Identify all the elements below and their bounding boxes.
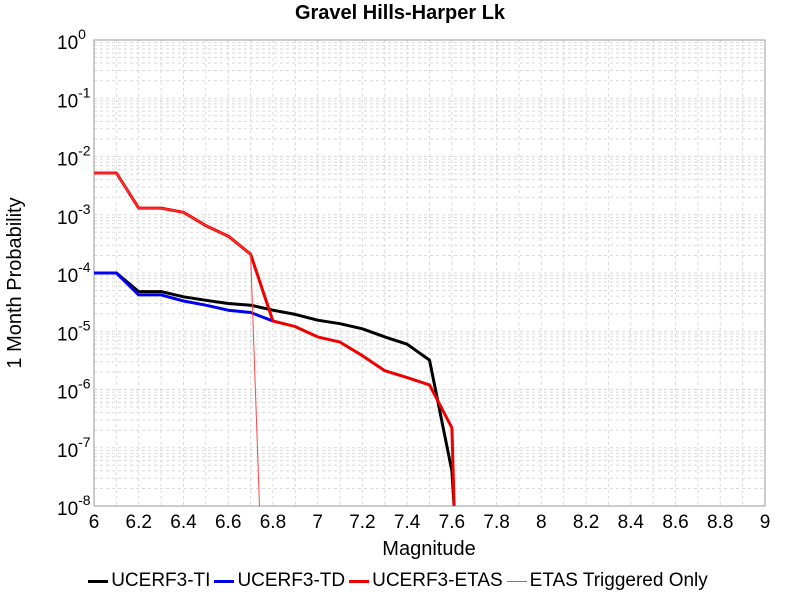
x-tick-label: 6.6 <box>215 512 241 533</box>
x-tick-label: 6.4 <box>170 512 197 533</box>
legend-label: UCERF3-ETAS <box>372 570 503 591</box>
y-tick-label: 10-6 <box>57 376 91 404</box>
x-axis-label: Magnitude <box>382 538 475 560</box>
series-line-ucerf3-td <box>94 271 274 323</box>
legend-label: ETAS Triggered Only <box>529 570 708 591</box>
legend-label: UCERF3-TD <box>237 570 346 591</box>
y-tick-label: 10-4 <box>57 259 91 287</box>
x-tick-label: 6.2 <box>126 512 152 533</box>
legend-item: UCERF3-TD <box>214 570 345 592</box>
legend-swatch <box>88 579 109 583</box>
x-tick-label: 7 <box>312 512 323 533</box>
series-lines <box>94 171 456 507</box>
x-tick-label: 8.8 <box>707 512 733 533</box>
x-tick-label: 8.4 <box>618 512 645 533</box>
y-tick-label: 10-3 <box>57 201 91 229</box>
legend: UCERF3-TI UCERF3-TD UCERF3-ETAS ETAS Trigge… <box>0 568 800 594</box>
legend-swatch <box>349 579 370 583</box>
y-tick-label: 100 <box>57 26 86 54</box>
grid <box>93 40 766 507</box>
x-tick-label: 8.2 <box>573 512 599 533</box>
legend-swatch <box>214 579 235 583</box>
legend-item: UCERF3-ETAS <box>349 570 503 592</box>
series-line-ucerf3-etas <box>94 171 456 507</box>
y-tick-label: 10-8 <box>57 492 91 520</box>
legend-label: UCERF3-TI <box>111 570 211 591</box>
x-tick-labels: 6 6.2 6.4 6.6 6.8 7 7.2 7.4 7.6 7.8 8 8.2 8.4 8.6 8.8 9 <box>89 512 771 533</box>
y-tick-label: 10-7 <box>57 434 91 462</box>
legend-item: ETAS Triggered Only <box>506 570 708 592</box>
x-tick-label: 8 <box>536 512 547 533</box>
chart-title: Gravel Hills-Harper Lk <box>295 2 506 24</box>
x-tick-label: 7.4 <box>394 512 421 533</box>
legend-item: UCERF3-TI <box>88 570 210 592</box>
y-tick-label: 10-1 <box>57 84 91 112</box>
x-tick-label: 9 <box>760 512 771 533</box>
x-tick-label: 6.8 <box>260 512 286 533</box>
x-tick-label: 6 <box>89 512 100 533</box>
x-tick-label: 7.6 <box>439 512 465 533</box>
y-tick-label: 10-2 <box>57 143 91 171</box>
legend-swatch <box>506 580 527 582</box>
series-line-ucerf3-ti <box>94 271 456 507</box>
x-tick-label: 7.2 <box>349 512 375 533</box>
x-tick-label: 8.6 <box>662 512 688 533</box>
y-tick-labels: 100 10-1 10-2 10-3 10-4 10-5 10-6 10-7 10-8 <box>57 26 91 520</box>
y-tick-label: 10-5 <box>57 317 91 345</box>
y-axis-label: 1 Month Probability <box>4 197 26 368</box>
series-line-etas-triggered-only <box>94 172 260 507</box>
x-tick-label: 7.8 <box>483 512 509 533</box>
